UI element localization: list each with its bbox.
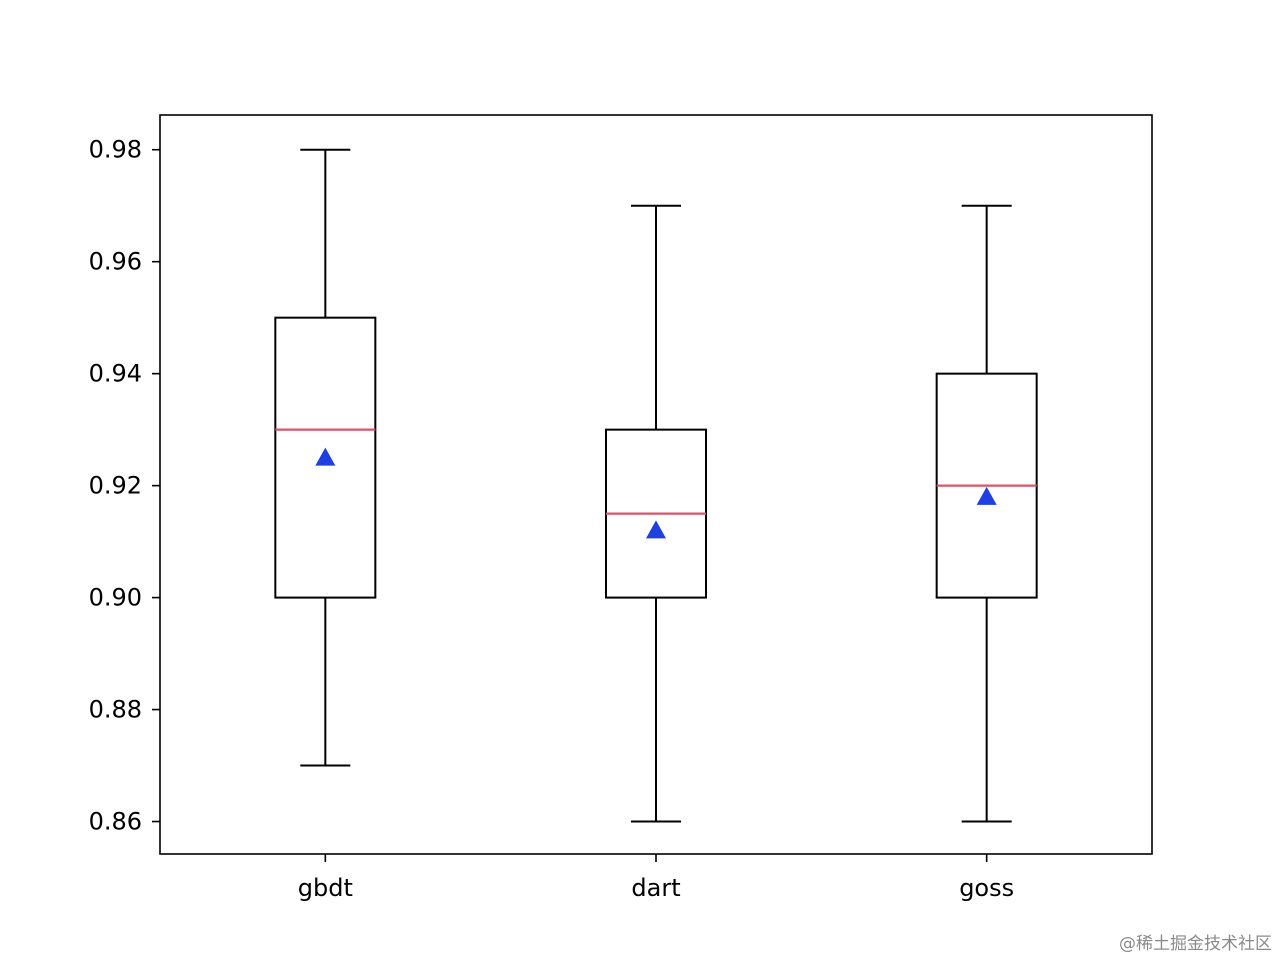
x-tick-label: gbdt	[298, 874, 353, 902]
y-tick-label: 0.88	[89, 696, 142, 724]
y-tick-label: 0.86	[89, 808, 142, 836]
box-iqr	[274, 316, 377, 599]
mean-marker	[646, 520, 666, 539]
y-tick-label: 0.98	[89, 136, 142, 164]
x-tick-label: dart	[631, 874, 680, 902]
y-tick-label: 0.92	[89, 472, 142, 500]
y-tick-label: 0.90	[89, 584, 142, 612]
y-tick-label: 0.96	[89, 248, 142, 276]
watermark: @稀土掘金技术社区	[1119, 934, 1272, 954]
mean-marker	[976, 486, 997, 505]
mean-marker	[315, 447, 336, 466]
x-tick-label: goss	[959, 874, 1014, 902]
y-tick-label: 0.94	[89, 360, 142, 388]
